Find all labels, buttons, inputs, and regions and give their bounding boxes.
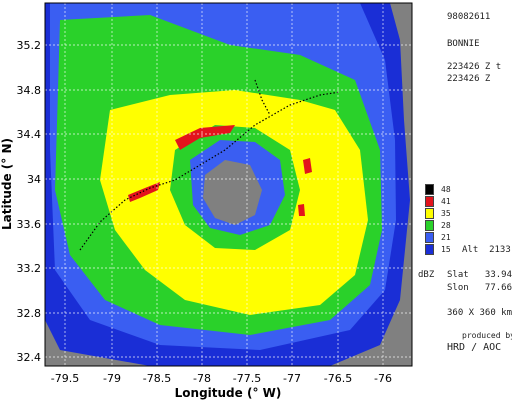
legend-swatch-15 xyxy=(425,244,434,255)
reflectivity-field xyxy=(45,3,410,366)
legend-label-48: 48 xyxy=(441,185,451,194)
y-tick-label: 32.8 xyxy=(17,307,42,320)
legend-swatch-35 xyxy=(425,208,434,219)
x-tick-label: -78 xyxy=(193,372,211,385)
y-axis: 35.2 34.8 34.4 34 33.6 33.2 32.8 32.4 La… xyxy=(0,39,41,364)
legend-unit: dBZ xyxy=(418,270,435,280)
legend-label-15: 15 xyxy=(441,245,451,254)
legend-label-41: 41 xyxy=(441,197,451,206)
y-tick-label: 34.8 xyxy=(17,84,42,97)
x-tick-label: -79 xyxy=(103,372,121,385)
reflectivity-41-band xyxy=(298,204,305,216)
altitude: Alt 2133 m xyxy=(462,245,511,255)
flight-id: 98082611 xyxy=(447,12,491,22)
reflectivity-41-band xyxy=(175,125,235,150)
storm-name: BONNIE xyxy=(447,39,480,49)
reflectivity-41-band xyxy=(303,158,312,174)
produced-by: produced by xyxy=(462,331,512,340)
plot-frame xyxy=(44,2,413,367)
reflectivity-41-band xyxy=(128,182,160,202)
legend-swatch-48 xyxy=(425,184,434,195)
scan-time: 223426 Z t xyxy=(447,62,502,72)
y-tick-label: 35.2 xyxy=(17,39,42,52)
x-axis: -79.5 -79 -78.5 -78 -77.5 -77 -76.5 -76 … xyxy=(51,372,392,400)
legend-label-35: 35 xyxy=(441,209,451,218)
legend-swatch-21 xyxy=(425,232,434,243)
legend-label-28: 28 xyxy=(441,221,451,230)
producer-org: HRD / AOC xyxy=(447,342,502,353)
scan-time: 223426 Z xyxy=(447,74,491,84)
legend-swatch-28 xyxy=(425,220,434,231)
coastline xyxy=(254,79,271,116)
x-axis-label: Longitude (° W) xyxy=(175,386,282,400)
grid xyxy=(45,3,412,366)
x-tick-label: -77 xyxy=(283,372,301,385)
domain-extent: 360 X 360 km xyxy=(447,308,512,318)
y-tick-label: 32.4 xyxy=(17,351,42,364)
y-tick-label: 34.4 xyxy=(17,128,42,141)
center-lat: Slat 33.94 N xyxy=(447,270,512,280)
x-tick-label: -76.5 xyxy=(324,372,352,385)
x-tick-label: -77.5 xyxy=(233,372,261,385)
x-tick-label: -78.5 xyxy=(143,372,171,385)
y-axis-label: Latitude (° N) xyxy=(0,138,14,230)
x-tick-label: -76 xyxy=(374,372,392,385)
center-lon: Slon 77.66 W xyxy=(447,283,512,293)
coastline xyxy=(79,91,341,251)
y-tick-label: 33.2 xyxy=(17,262,42,275)
x-tick-label: -79.5 xyxy=(51,372,79,385)
legend-label-21: 21 xyxy=(441,233,451,242)
legend-swatch-41 xyxy=(425,196,434,207)
y-tick-label: 33.6 xyxy=(17,218,42,231)
y-tick-label: 34 xyxy=(27,173,41,186)
